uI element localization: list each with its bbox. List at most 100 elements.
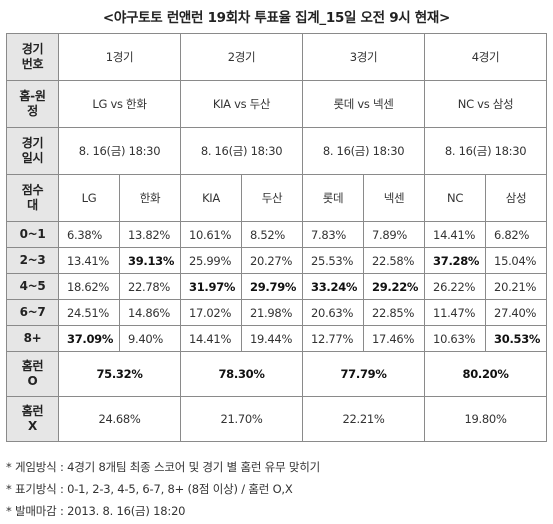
score-range-row: 4~5 18.62% 22.78% 31.97% 29.79% 33.24% 29.22% 2… — [6, 273, 548, 300]
vote-rate-cell: 37.28% — [424, 247, 487, 274]
game-number-cell: 3경기 — [302, 33, 426, 81]
team-row: 점수 대 LG 한화 KIA 두산 롯데 넥센 NC 삼성 — [6, 174, 548, 222]
schedule-cell: 8. 16(금) 18:30 — [424, 127, 548, 175]
team-name-cell: 한화 — [118, 174, 182, 222]
vote-rate-cell: 37.09% — [58, 325, 120, 352]
vote-rate-cell: 25.99% — [180, 247, 243, 274]
homerun-x-cell: 24.68% — [57, 396, 182, 442]
vote-rate-cell: 22.85% — [363, 299, 426, 326]
game-number-cell: 1경기 — [57, 33, 182, 81]
homerun-x-cell: 19.80% — [424, 396, 548, 442]
score-range-row: 2~3 13.41% 39.13% 25.99% 20.27% 25.53% 22.58% 3… — [6, 247, 548, 274]
vote-rate-cell: 14.86% — [118, 299, 182, 326]
vote-rate-cell: 27.40% — [485, 299, 548, 326]
vote-rate-cell: 39.13% — [118, 247, 182, 274]
team-name-cell: 삼성 — [485, 174, 548, 222]
schedule-cell: 8. 16(금) 18:30 — [180, 127, 304, 175]
game-number-header: 경기 번호 — [6, 33, 59, 81]
schedule-cell: 8. 16(금) 18:30 — [57, 127, 182, 175]
score-header-line: 점수 — [21, 183, 44, 197]
vote-rate-cell: 24.51% — [58, 299, 120, 326]
game-number-row: 경기 번호 1경기 2경기 3경기 4경기 — [6, 33, 548, 81]
matchup-row: 홈-원 정 LG vs 한화 KIA vs 두산 롯데 vs 넥센 NC vs 삼성 — [6, 80, 548, 128]
matchup-cell: KIA vs 두산 — [180, 80, 304, 128]
score-header-line: 대 — [27, 198, 38, 212]
homerun-x-header-line: 홈런 — [21, 404, 44, 418]
page-title: <야구토토 런앤런 19회차 투표율 집계_15일 오전 9시 현재> — [102, 10, 451, 26]
score-range-row: 8+ 37.09% 9.40% 14.41% 19.44% 12.77% 17.46% 10.… — [6, 325, 548, 352]
score-header: 점수 대 — [6, 174, 59, 222]
vote-rate-cell: 17.02% — [180, 299, 243, 326]
vote-rate-cell: 20.21% — [485, 273, 548, 300]
vote-rate-table: 경기 번호 1경기 2경기 3경기 4경기 홈-원 정 LG vs 한화 KIA vs 두산 롯데 … — [6, 33, 548, 442]
vote-rate-cell: 19.44% — [241, 325, 304, 352]
vote-rate-cell: 26.22% — [424, 273, 487, 300]
game-number-cell: 4경기 — [424, 33, 548, 81]
homerun-o-cell: 80.20% — [424, 351, 548, 397]
vote-rate-cell: 7.89% — [363, 221, 426, 248]
home-away-header-line: 홈-원 — [19, 89, 46, 103]
matchup-cell: NC vs 삼성 — [424, 80, 548, 128]
vote-rate-cell: 11.47% — [424, 299, 487, 326]
home-away-header: 홈-원 정 — [6, 80, 59, 128]
homerun-o-header: 홈런 O — [6, 351, 59, 397]
game-number-header-line: 번호 — [21, 57, 44, 71]
homerun-o-cell: 78.30% — [180, 351, 304, 397]
score-range-label: 0~1 — [6, 221, 59, 248]
note-sales-deadline: * 발매마감 : 2013. 8. 16(금) 18:20 — [6, 504, 186, 518]
homerun-o-cell: 77.79% — [302, 351, 426, 397]
vote-rate-cell: 6.38% — [58, 221, 120, 248]
team-name-cell: LG — [58, 174, 120, 222]
schedule-header-line: 경기 — [21, 136, 44, 150]
team-name-cell: 두산 — [241, 174, 304, 222]
vote-rate-cell: 18.62% — [58, 273, 120, 300]
homerun-x-cell: 22.21% — [302, 396, 426, 442]
homerun-o-header-line: O — [27, 374, 38, 388]
score-range-label: 8+ — [6, 325, 59, 352]
vote-rate-cell: 12.77% — [302, 325, 365, 352]
vote-rate-cell: 8.52% — [241, 221, 304, 248]
vote-rate-cell: 33.24% — [302, 273, 365, 300]
vote-rate-cell: 15.04% — [485, 247, 548, 274]
vote-rate-cell: 22.58% — [363, 247, 426, 274]
notes-block: * 게임방식 : 4경기 8개팀 최종 스코어 및 경기 별 홈런 유무 맞히기… — [6, 456, 546, 522]
homerun-x-header: 홈런 X — [6, 396, 59, 442]
vote-rate-cell: 20.27% — [241, 247, 304, 274]
schedule-header: 경기 일시 — [6, 127, 59, 175]
vote-rate-cell: 6.82% — [485, 221, 548, 248]
vote-rate-cell: 14.41% — [424, 221, 487, 248]
homerun-x-cell: 21.70% — [180, 396, 304, 442]
vote-rate-cell: 14.41% — [180, 325, 243, 352]
schedule-header-line: 일시 — [21, 151, 44, 165]
team-name-cell: KIA — [180, 174, 243, 222]
matchup-cell: 롯데 vs 넥센 — [302, 80, 426, 128]
vote-rate-cell: 21.98% — [241, 299, 304, 326]
vote-rate-cell: 17.46% — [363, 325, 426, 352]
score-range-label: 4~5 — [6, 273, 59, 300]
vote-rate-cell: 29.79% — [241, 273, 304, 300]
team-name-cell: 롯데 — [302, 174, 365, 222]
team-name-cell: 넥센 — [363, 174, 426, 222]
vote-rate-cell: 31.97% — [180, 273, 243, 300]
homerun-x-row: 홈런 X 24.68% 21.70% 22.21% 19.80% — [6, 396, 548, 442]
score-range-row: 6~7 24.51% 14.86% 17.02% 21.98% 20.63% 22.85% 1… — [6, 299, 548, 326]
vote-rate-cell: 22.78% — [118, 273, 182, 300]
vote-rate-cell: 25.53% — [302, 247, 365, 274]
score-range-label: 2~3 — [6, 247, 59, 274]
score-range-label: 6~7 — [6, 299, 59, 326]
team-name-cell: NC — [424, 174, 487, 222]
vote-rate-cell: 20.63% — [302, 299, 365, 326]
vote-rate-cell: 7.83% — [302, 221, 365, 248]
score-range-row: 0~1 6.38% 13.82% 10.61% 8.52% 7.83% 7.89% 14.41… — [6, 221, 548, 248]
homerun-o-row: 홈런 O 75.32% 78.30% 77.79% 80.20% — [6, 351, 548, 397]
game-number-header-line: 경기 — [21, 42, 44, 56]
vote-rate-cell: 9.40% — [118, 325, 182, 352]
vote-rate-cell: 29.22% — [363, 273, 426, 300]
homerun-x-header-line: X — [28, 419, 37, 433]
vote-rate-cell: 13.41% — [58, 247, 120, 274]
note-game-method: * 게임방식 : 4경기 8개팀 최종 스코어 및 경기 별 홈런 유무 맞히기 — [6, 460, 321, 474]
matchup-cell: LG vs 한화 — [57, 80, 182, 128]
homerun-o-cell: 75.32% — [57, 351, 182, 397]
vote-rate-cell: 13.82% — [118, 221, 182, 248]
home-away-header-line: 정 — [27, 104, 38, 118]
